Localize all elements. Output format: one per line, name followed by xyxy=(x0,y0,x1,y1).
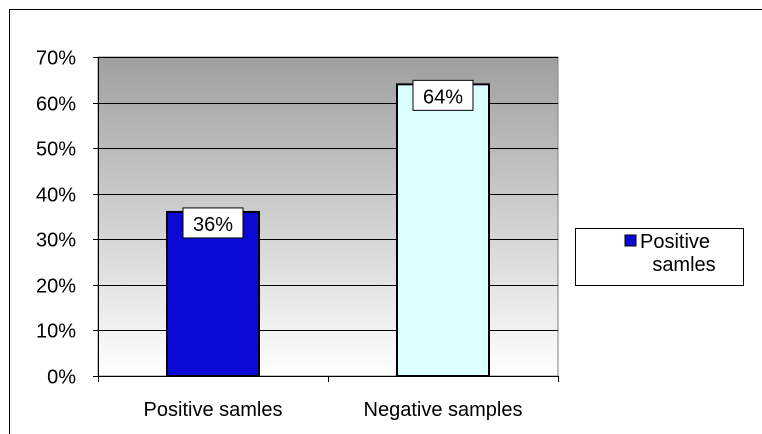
legend-label: samles xyxy=(652,254,715,276)
legend-label: Positive xyxy=(640,231,710,253)
y-tick-label: 30% xyxy=(36,230,76,252)
y-tick-label: 50% xyxy=(36,139,76,161)
bars: 36% 64% xyxy=(166,79,490,377)
data-label: 64% xyxy=(423,86,463,108)
y-tick-label: 20% xyxy=(36,276,76,298)
legend-swatch xyxy=(624,234,637,247)
y-tick-label: 60% xyxy=(36,94,76,116)
bar xyxy=(396,83,490,377)
x-axis: Positive samles Negative samples xyxy=(98,376,559,421)
y-axis-ticks: 0% 10% 20% 30% 40% 50% 60% 70% xyxy=(36,48,99,389)
legend-box xyxy=(575,228,744,286)
x-tick-label: Negative samples xyxy=(364,399,523,421)
data-label: 36% xyxy=(193,214,233,236)
y-tick-label: 70% xyxy=(36,48,76,70)
y-tick-label: 10% xyxy=(36,321,76,343)
x-tick-label: Positive samles xyxy=(144,399,283,421)
data-label-box xyxy=(412,79,474,111)
y-tick-label: 40% xyxy=(36,185,76,207)
y-tick-label: 0% xyxy=(47,367,76,389)
data-label-box xyxy=(182,207,244,239)
